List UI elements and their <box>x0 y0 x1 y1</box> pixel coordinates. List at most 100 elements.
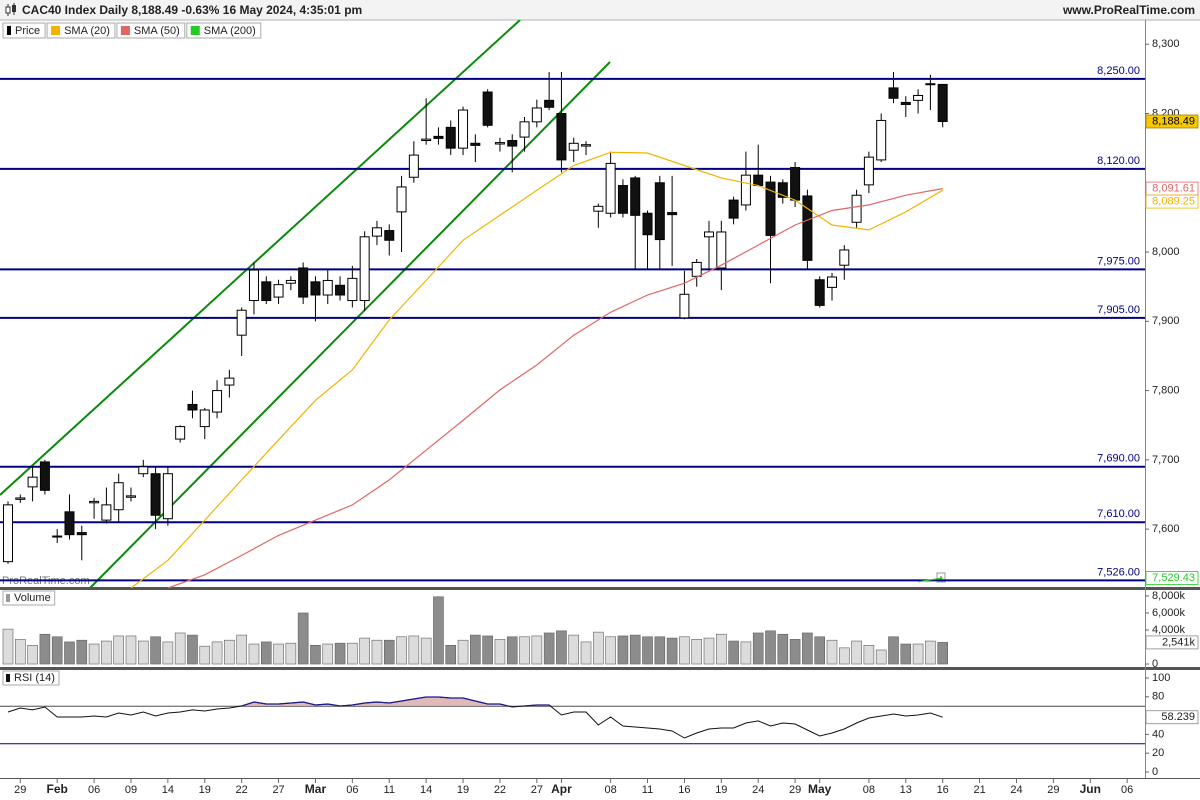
candle-body <box>568 142 579 151</box>
candle-body <box>531 107 542 123</box>
candle-body <box>101 504 112 521</box>
candle-body <box>839 249 850 266</box>
x-tick-label: 19 <box>457 784 469 796</box>
candle-body <box>76 532 87 536</box>
y-tick-label: 7,600 <box>1152 523 1180 535</box>
candle-body <box>212 390 223 413</box>
header-icon <box>5 3 16 16</box>
candle-body <box>863 156 874 186</box>
y-tick-label: 7,800 <box>1152 384 1180 396</box>
volume-bar <box>310 645 321 665</box>
volume-bar <box>728 640 739 665</box>
legend-item <box>2 670 60 686</box>
candle-body <box>691 261 702 277</box>
volume-bar <box>470 634 481 665</box>
level-label: 7,905.00 <box>1097 304 1140 316</box>
candle-body <box>384 230 395 241</box>
candle-body <box>89 500 100 504</box>
x-tick-label: 06 <box>88 784 100 796</box>
candle-body <box>285 279 296 284</box>
volume-bar <box>556 630 567 665</box>
y-tick-label: 0 <box>1152 766 1158 778</box>
candle-body <box>15 497 26 500</box>
candle-body <box>544 99 555 108</box>
candle-body <box>64 511 75 536</box>
volume-bar <box>76 639 88 665</box>
legend-label: SMA (200) <box>204 25 256 37</box>
volume-bar <box>482 635 493 665</box>
volume-bar <box>137 640 149 665</box>
value-label-box <box>1145 194 1199 209</box>
legend-item <box>2 22 46 39</box>
x-tick-label: 29 <box>14 784 26 796</box>
volume-bar <box>642 636 653 665</box>
value-label-text: 2,541k <box>1162 636 1196 648</box>
volume-bar <box>211 641 223 665</box>
y-tick-label: 100 <box>1152 672 1170 684</box>
volume-bar <box>900 643 912 665</box>
volume-bar <box>703 637 715 665</box>
volume-bar <box>383 639 395 665</box>
candle-body <box>273 284 284 298</box>
volume-bar <box>236 634 247 665</box>
candle-body <box>593 205 604 212</box>
candle-body <box>396 186 407 213</box>
volume-bar <box>248 643 260 665</box>
x-tick-label: 11 <box>384 784 395 796</box>
value-label-box <box>1145 710 1199 725</box>
volume-bar <box>14 639 26 665</box>
legend-swatch <box>51 26 61 35</box>
candle-body <box>900 101 911 106</box>
volume-bar <box>605 636 616 665</box>
candle-body <box>421 138 432 142</box>
y-tick-label: 6,000k <box>1152 607 1186 619</box>
x-tick-label: 08 <box>605 784 617 796</box>
legend-label: RSI (14) <box>14 672 55 684</box>
legend: Volume <box>2 590 56 606</box>
y-axes: 7,6007,7007,8007,9008,0008,2008,30004,00… <box>1145 38 1186 778</box>
overbought-fill <box>240 697 551 707</box>
x-tick-label: 13 <box>900 784 912 796</box>
candle-body <box>408 154 419 178</box>
legend-label: SMA (20) <box>64 25 110 37</box>
x-tick-label: 19 <box>199 784 211 796</box>
level-label: 8,120.00 <box>1097 155 1140 167</box>
value-label-text: 8,089.25 <box>1152 195 1195 207</box>
value-label: 58.239 <box>1145 710 1199 725</box>
candle-body <box>113 482 124 511</box>
x-tick-label: 06 <box>1121 784 1133 796</box>
value-label-text: 8,188.49 <box>1152 115 1195 127</box>
candle-body <box>199 409 210 428</box>
volume-bar <box>260 641 272 665</box>
legend: Price SMA (20) SMA (50) SMA (200) <box>2 22 262 39</box>
candle-body <box>125 495 136 498</box>
chart-title: CAC40 Index Daily 8,188.49 -0.63% 16 May… <box>22 3 362 17</box>
value-label-text: 8,091.61 <box>1152 182 1195 194</box>
candle-body <box>937 83 948 122</box>
legend-swatch <box>6 674 10 682</box>
volume-bar <box>494 639 506 665</box>
value-label: 8,188.49 <box>1145 114 1199 129</box>
volume-bar <box>679 636 690 665</box>
candle-body <box>630 177 641 216</box>
volume-bar <box>519 636 530 665</box>
x-tick-label: Mar <box>305 782 327 796</box>
volume-bar <box>617 635 629 665</box>
y-tick-label: 8,000k <box>1152 590 1186 602</box>
volume-bar <box>666 637 678 665</box>
series <box>2 71 948 588</box>
candle-body <box>667 212 678 216</box>
candle-body <box>433 135 444 139</box>
legend: RSI (14) <box>2 670 60 686</box>
candle-body <box>236 309 247 336</box>
volume-bar <box>654 636 666 665</box>
value-label: 8,089.25 <box>1145 194 1199 209</box>
legend-item <box>116 22 186 39</box>
candle-body <box>642 212 653 236</box>
volume-bar <box>199 645 211 665</box>
candle-body <box>617 185 628 214</box>
candle-body <box>458 109 469 149</box>
candle-body <box>913 95 924 101</box>
candle-body <box>753 174 764 187</box>
